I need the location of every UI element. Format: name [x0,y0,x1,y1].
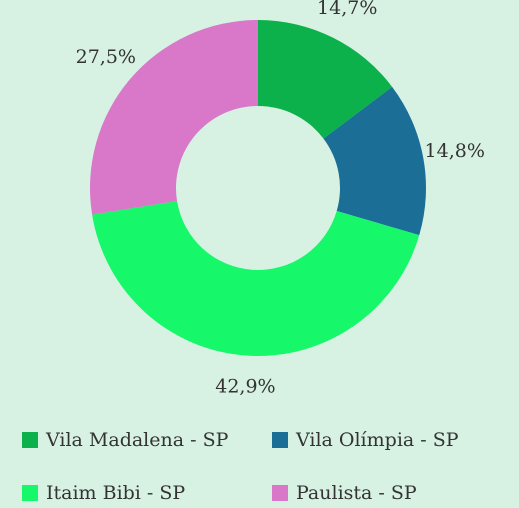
legend-swatch [22,432,38,448]
data-label: 27,5% [76,46,136,68]
legend-label: Itaim Bibi - SP [46,482,185,504]
slice [258,20,393,139]
legend-label: Vila Olímpia - SP [295,429,459,451]
data-label: 42,9% [215,376,275,398]
slice [323,86,426,236]
legend-swatch [272,485,288,501]
legend-label: Vila Madalena - SP [45,429,229,451]
data-label: 14,7% [317,0,377,19]
slice [92,200,420,356]
legend-swatch [272,432,288,448]
data-label: 14,8% [425,140,485,162]
legend-label: Paulista - SP [296,482,417,504]
legend-swatch [22,485,38,501]
slice [90,20,258,215]
